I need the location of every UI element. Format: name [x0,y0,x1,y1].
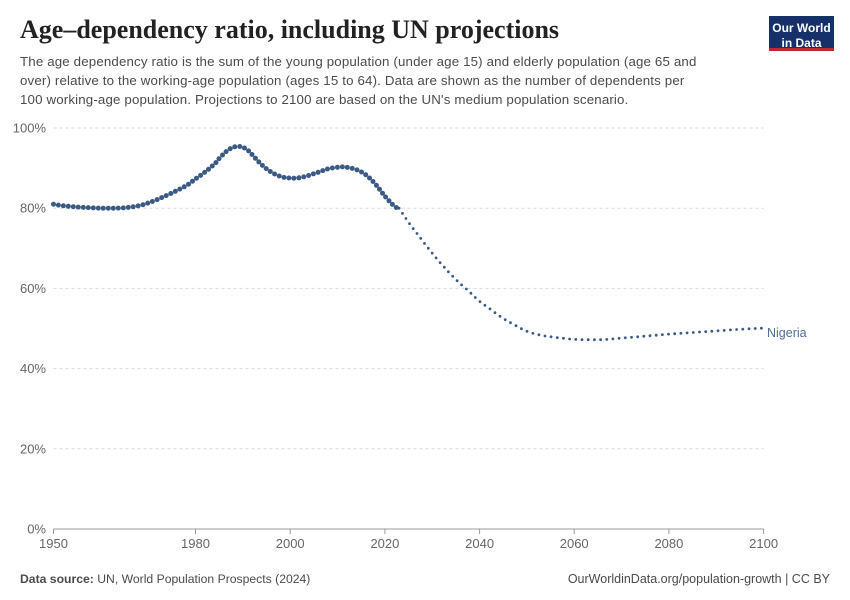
svg-text:1980: 1980 [181,536,210,551]
svg-text:40%: 40% [20,361,46,376]
svg-text:2000: 2000 [276,536,305,551]
svg-text:20%: 20% [20,441,46,456]
svg-text:2060: 2060 [560,536,589,551]
svg-text:2040: 2040 [465,536,494,551]
svg-text:Nigeria: Nigeria [767,326,807,340]
svg-text:2020: 2020 [370,536,399,551]
svg-text:100%: 100% [13,121,47,136]
svg-text:2080: 2080 [654,536,683,551]
svg-text:60%: 60% [20,281,46,296]
svg-text:0%: 0% [27,522,46,537]
svg-text:80%: 80% [20,201,46,216]
svg-text:1950: 1950 [39,536,68,551]
svg-text:2100: 2100 [749,536,778,551]
